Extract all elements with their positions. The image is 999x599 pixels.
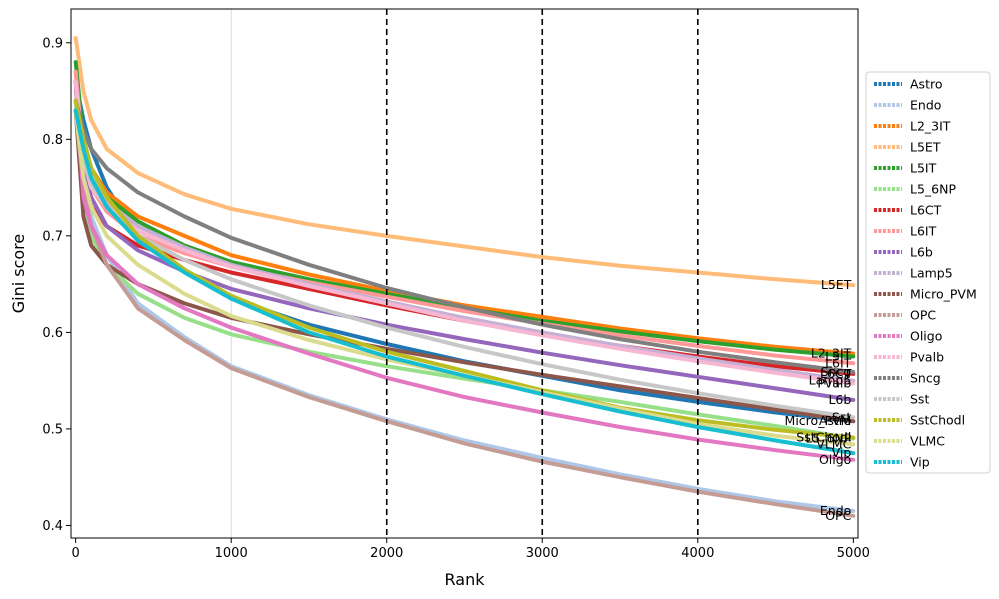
x-tick-label: 5000: [837, 546, 870, 561]
legend-label-Oligo: Oligo: [910, 329, 942, 344]
legend-frame: [865, 71, 991, 474]
legend: Astro Endo L2_3IT L5ET L5IT L5_6NP L6CT L6IT L6b…: [865, 71, 991, 474]
legend-label-SstChodl: SstChodl: [910, 413, 965, 428]
end-label-Sncg: Sncg: [821, 364, 852, 379]
end-label-L6IT: L6IT: [825, 355, 852, 370]
legend-label-L5ET: L5ET: [910, 140, 941, 155]
x-tick-label: 4000: [681, 546, 714, 561]
legend-label-L2_3IT: L2_3IT: [910, 119, 951, 134]
end-label-L5_6NP: L5_6NP: [805, 431, 851, 446]
y-tick-label: 0.5: [42, 422, 63, 437]
series-line-Vip: [73, 108, 856, 456]
series-layer: [73, 36, 856, 518]
vline-layer: [385, 9, 699, 538]
series-line-Oligo: [73, 79, 856, 462]
legend-label-Sncg: Sncg: [910, 371, 941, 386]
end-label-L5IT: L5IT: [825, 349, 852, 364]
x-axis: 0 1000 2000 3000 4000 5000: [72, 538, 870, 561]
end-label-OPC: OPC: [825, 508, 851, 523]
legend-label-Sst: Sst: [910, 392, 929, 407]
y-tick-label: 0.9: [42, 36, 63, 51]
legend-label-L6CT: L6CT: [910, 203, 942, 218]
x-tick-label: 2000: [370, 546, 403, 561]
y-tick-label: 0.8: [42, 133, 63, 148]
x-axis-title: Rank: [445, 570, 486, 589]
x-tick-label: 1000: [215, 546, 248, 561]
series-line-L6b: [73, 79, 856, 402]
series-line-L5ET: [73, 36, 856, 288]
end-label-L2_3IT: L2_3IT: [811, 346, 852, 361]
end-label-Oligo: Oligo: [819, 452, 851, 467]
x-tick-label: 3000: [526, 546, 559, 561]
plot-frame: [70, 8, 859, 539]
legend-label-OPC: OPC: [910, 308, 936, 323]
end-label-VLMC: VLMC: [816, 436, 851, 451]
x-tick-label: 0: [72, 546, 80, 561]
series-line-Sncg: [73, 98, 856, 374]
legend-label-L6b: L6b: [910, 245, 933, 260]
legend-label-L5IT: L5IT: [910, 161, 937, 176]
legend-label-VLMC: VLMC: [910, 434, 945, 449]
legend-label-Pvalb: Pvalb: [910, 350, 944, 365]
legend-label-L6IT: L6IT: [910, 224, 937, 239]
legend-label-Vip: Vip: [910, 455, 930, 470]
series-line-SstChodl: [73, 98, 856, 440]
legend-label-Micro_PVM: Micro_PVM: [910, 287, 977, 302]
end-label-L6CT: L6CT: [820, 366, 852, 381]
legend-label-L5_6NP: L5_6NP: [910, 182, 956, 197]
end-label-Sst: Sst: [832, 409, 851, 424]
end-label-Vip: Vip: [832, 445, 852, 460]
end-label-Micro_PVM: Micro_PVM: [785, 413, 852, 428]
y-tick-label: 0.6: [42, 326, 63, 341]
legend-label-Lamp5: Lamp5: [910, 266, 953, 281]
y-tick-label: 0.7: [42, 229, 63, 244]
y-tick-label: 0.4: [42, 519, 63, 534]
y-axis-title: Gini score: [9, 234, 28, 314]
series-line-VLMC: [73, 108, 856, 447]
end-label-Endo: Endo: [820, 503, 851, 518]
y-axis: 0.4 0.5 0.6 0.7 0.8 0.9: [42, 36, 71, 534]
end-label-Pvalb: Pvalb: [817, 376, 851, 391]
end-label-Astro: Astro: [819, 413, 851, 428]
legend-label-Astro: Astro: [910, 77, 942, 92]
end-label-L5ET: L5ET: [821, 277, 852, 292]
end-label-L6b: L6b: [828, 392, 851, 407]
legend-items: Astro Endo L2_3IT L5ET L5IT L5_6NP L6CT L6IT L6b…: [874, 77, 977, 470]
legend-label-Endo: Endo: [910, 98, 941, 113]
end-label-SstChodl: SstChodl: [796, 430, 851, 445]
series-line-Astro: [73, 79, 856, 424]
end-label-Lamp5: Lamp5: [809, 373, 852, 388]
